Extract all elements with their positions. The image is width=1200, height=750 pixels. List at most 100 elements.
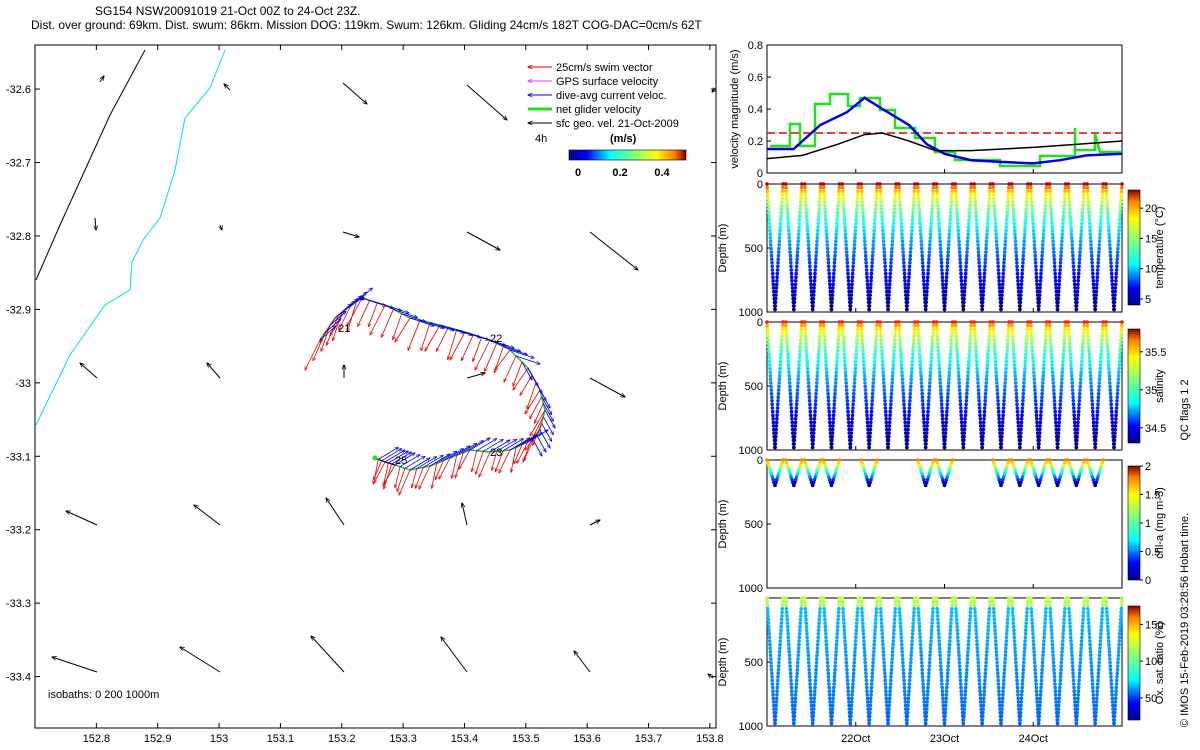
profile-point [1020, 402, 1025, 407]
profile-point [1024, 624, 1028, 629]
profile-point [833, 250, 837, 254]
profile-point [978, 700, 983, 704]
profile-point [1058, 399, 1063, 403]
section-ytick-label: 1000 [739, 721, 763, 733]
profile-point [848, 718, 853, 722]
profile-point [917, 352, 922, 357]
profile-point [1013, 377, 1018, 382]
legend-label-gps: GPS surface velocity [556, 76, 659, 88]
profile-point [865, 693, 870, 697]
profile-point [864, 678, 869, 683]
profile-point [865, 700, 870, 704]
profile-point [1011, 200, 1015, 204]
profile-point [1116, 660, 1120, 665]
profile-point [916, 603, 920, 607]
profile-point [911, 210, 915, 215]
current-vectors [319, 288, 555, 471]
profile-point [875, 320, 879, 324]
profile-point [949, 617, 953, 622]
profile-point [874, 327, 879, 332]
profile-point [829, 483, 834, 488]
profile-point [982, 268, 987, 272]
profile-point [1075, 431, 1080, 435]
profile-point [769, 388, 774, 392]
profile-point [1006, 338, 1010, 342]
profile-point [1047, 323, 1052, 328]
profile-point [1014, 384, 1018, 389]
profile-point [980, 718, 985, 722]
profile-point [811, 300, 815, 305]
profile-point [1015, 402, 1019, 407]
profile-point [1097, 472, 1101, 476]
profile-point [968, 610, 973, 615]
profile-point [1117, 359, 1122, 364]
profile-point [1119, 607, 1124, 611]
profile-point [771, 279, 775, 283]
profile-point [770, 399, 774, 403]
profile-point [943, 480, 948, 485]
profile-point [1056, 434, 1061, 439]
profile-point [1095, 279, 1099, 283]
profile-point [815, 650, 820, 654]
profile-point [940, 685, 944, 690]
profile-point [1003, 653, 1008, 658]
profile-point [1048, 331, 1052, 335]
profile-point [882, 246, 886, 251]
profile-point [826, 388, 830, 392]
velocity-axes: 00.20.40.60.8 [748, 40, 1034, 180]
profile-point [939, 667, 943, 672]
profile-point [853, 646, 857, 650]
profile-point [874, 607, 879, 611]
profile-point [1061, 463, 1066, 468]
profile-point [968, 196, 973, 201]
profile-point [1047, 599, 1052, 604]
profile-point [1098, 639, 1103, 643]
profile-point [797, 225, 801, 229]
profile-point [833, 472, 837, 476]
profile-point [991, 323, 995, 328]
profile-point [862, 639, 866, 643]
profile-point [1010, 607, 1015, 611]
profile-point [967, 356, 971, 360]
profile-point [825, 469, 829, 474]
profile-point [1067, 334, 1071, 339]
profile-point [936, 624, 941, 629]
profile-point [873, 621, 878, 625]
profile-point [924, 480, 929, 485]
swim-vector-arrow [495, 450, 504, 472]
profile-point [938, 384, 943, 389]
profile-point [944, 286, 948, 290]
profile-point [1023, 225, 1027, 229]
profile-point [786, 356, 790, 360]
profile-point [940, 417, 945, 421]
profile-point [959, 420, 964, 425]
profile-point [1022, 660, 1026, 665]
profile-point [922, 279, 926, 283]
profile-point [1058, 264, 1063, 269]
profile-point [891, 228, 895, 233]
profile-point [919, 469, 923, 474]
profile-point [1032, 646, 1036, 650]
profile-point [917, 348, 922, 353]
profile-point [1022, 243, 1026, 247]
swim-vector-arrow [495, 349, 511, 370]
profile-point [830, 703, 835, 708]
profile-point [1051, 377, 1055, 382]
colorbar-tick-0: 0 [575, 167, 581, 179]
profile-point [817, 210, 821, 215]
profile-point [768, 366, 772, 371]
profile-point [1007, 323, 1011, 328]
profile-point [956, 639, 960, 643]
profile-point [779, 617, 784, 622]
profile-point [899, 632, 903, 636]
profile-point [937, 363, 941, 367]
profile-point [822, 334, 827, 339]
profile-point [779, 628, 783, 633]
profile-point [1018, 304, 1022, 308]
profile-point [854, 352, 859, 357]
profile-point [935, 331, 939, 335]
profile-point [1022, 653, 1026, 658]
profile-point [833, 381, 838, 385]
swim-vector-arrow [399, 469, 411, 495]
profile-point [1078, 667, 1082, 672]
